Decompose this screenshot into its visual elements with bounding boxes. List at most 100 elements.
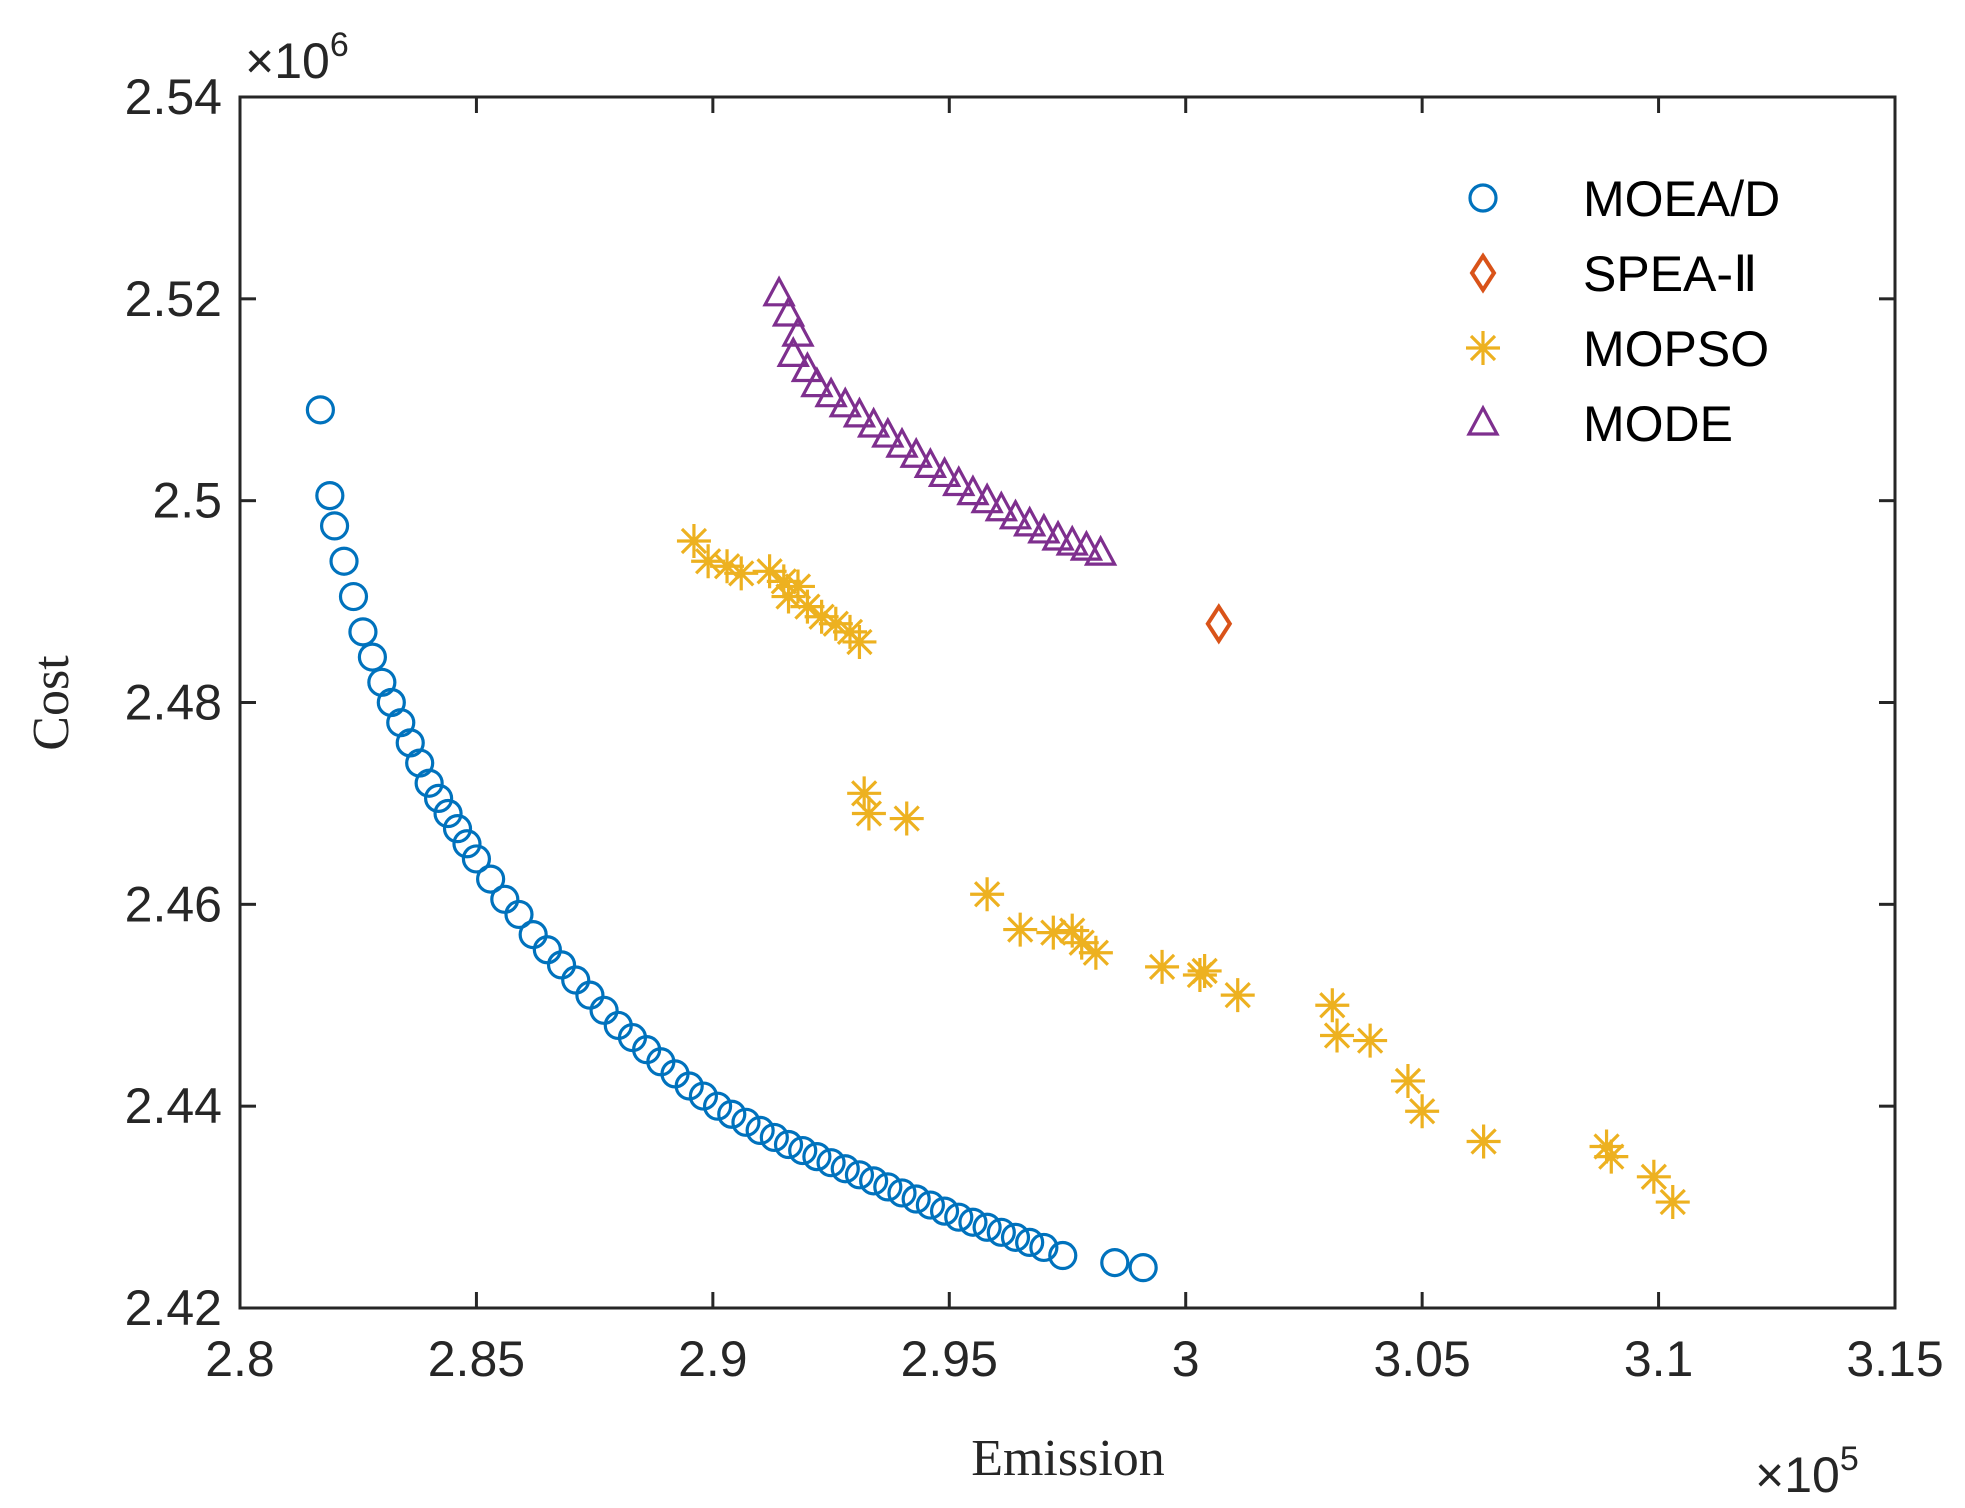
data-point — [776, 335, 810, 367]
data-point — [1589, 1129, 1624, 1164]
series-moea-d — [305, 395, 1158, 1283]
x-tick-label: 2.8 — [205, 1331, 275, 1387]
data-point — [1320, 1018, 1355, 1053]
series-spea — [1205, 603, 1233, 645]
data-point — [1128, 1253, 1158, 1283]
data-point — [1015, 1227, 1045, 1258]
x-tick-label: 3.1 — [1624, 1331, 1694, 1387]
data-point — [315, 481, 345, 511]
legend-label: MODE — [1583, 396, 1733, 452]
data-point — [859, 1166, 889, 1196]
y-tick-label: 2.48 — [125, 675, 222, 731]
data-point — [546, 950, 577, 980]
data-point — [956, 474, 990, 506]
data-point — [518, 920, 548, 950]
data-point — [998, 498, 1033, 530]
data-point — [691, 544, 726, 579]
data-point — [1315, 988, 1350, 1023]
legend-item: MODE — [1466, 396, 1733, 452]
x-tick-label: 3 — [1172, 1331, 1200, 1387]
data-point — [717, 1099, 747, 1129]
data-point — [899, 436, 933, 468]
data-point — [927, 456, 962, 488]
data-point — [676, 524, 711, 559]
data-point — [452, 829, 482, 859]
series-mopso — [676, 524, 1690, 1220]
data-point — [830, 1154, 860, 1184]
data-point — [762, 275, 796, 307]
data-point — [338, 581, 369, 612]
data-point — [828, 386, 862, 418]
data-point — [871, 416, 905, 448]
legend-marker — [1466, 331, 1500, 365]
data-point — [461, 844, 492, 874]
data-point — [575, 980, 605, 1010]
data-point — [357, 642, 387, 672]
data-point — [1390, 1063, 1425, 1098]
data-point — [1064, 925, 1099, 960]
data-point — [842, 396, 877, 428]
data-point — [1100, 1247, 1130, 1278]
data-point — [702, 1091, 733, 1121]
legend-marker — [1466, 404, 1500, 436]
y-tick-label: 2.46 — [125, 876, 222, 932]
data-point — [589, 995, 619, 1025]
data-point — [814, 376, 848, 408]
data-point — [1041, 519, 1075, 551]
data-point — [929, 1196, 960, 1226]
data-point — [724, 556, 759, 591]
legend-marker — [1468, 183, 1498, 213]
data-point — [851, 796, 886, 831]
data-point — [802, 1142, 832, 1172]
data-point — [1083, 534, 1118, 566]
data-point — [759, 1122, 789, 1153]
series-mode — [762, 275, 1118, 566]
y-tick-label: 2.54 — [125, 69, 222, 125]
data-series — [305, 275, 1690, 1283]
data-point — [986, 1217, 1016, 1247]
data-point — [818, 606, 853, 641]
data-point — [1205, 603, 1233, 645]
y-tick-label: 2.52 — [125, 271, 222, 327]
data-point — [1055, 913, 1090, 948]
data-point — [771, 295, 806, 327]
legend-label: SPEA-Ⅱ — [1583, 246, 1758, 302]
data-point — [781, 315, 815, 347]
y-axis-ticks: 2.42 2.44 2.46 2.48 2.5 2.52 2.54 — [125, 69, 1895, 1336]
x-tick-label: 2.95 — [901, 1331, 998, 1387]
data-point — [942, 465, 976, 497]
y-axis-label: Cost — [23, 655, 80, 751]
data-point — [944, 1202, 974, 1232]
y-tick-label: 2.42 — [125, 1280, 222, 1336]
data-point — [887, 1178, 917, 1208]
data-point — [532, 935, 562, 965]
data-point — [885, 426, 919, 458]
data-point — [958, 1207, 988, 1237]
data-point — [305, 395, 335, 425]
data-point — [490, 884, 520, 914]
data-point — [1003, 912, 1038, 947]
data-point — [804, 599, 839, 634]
y-multiplier-exponent: 6 — [330, 26, 349, 64]
data-point — [745, 1115, 775, 1145]
data-point — [710, 549, 745, 584]
x-multiplier-exponent: 5 — [1840, 1440, 1859, 1478]
data-point — [889, 801, 924, 836]
data-point — [1145, 949, 1180, 984]
data-point — [1048, 1240, 1078, 1271]
data-point — [476, 864, 506, 894]
data-point — [1466, 1124, 1501, 1159]
data-point — [424, 783, 454, 813]
data-point — [414, 768, 444, 798]
data-point — [847, 776, 882, 811]
x-tick-label: 3.05 — [1373, 1331, 1470, 1387]
data-point — [752, 554, 787, 589]
y-tick-label: 2.5 — [152, 473, 222, 529]
data-point — [319, 511, 350, 541]
data-point — [504, 899, 534, 930]
x-multiplier-base: ×10 — [1755, 1447, 1840, 1503]
data-point — [766, 564, 801, 599]
legend-label: MOPSO — [1583, 321, 1769, 377]
legend-item: SPEA-Ⅱ — [1469, 246, 1758, 302]
